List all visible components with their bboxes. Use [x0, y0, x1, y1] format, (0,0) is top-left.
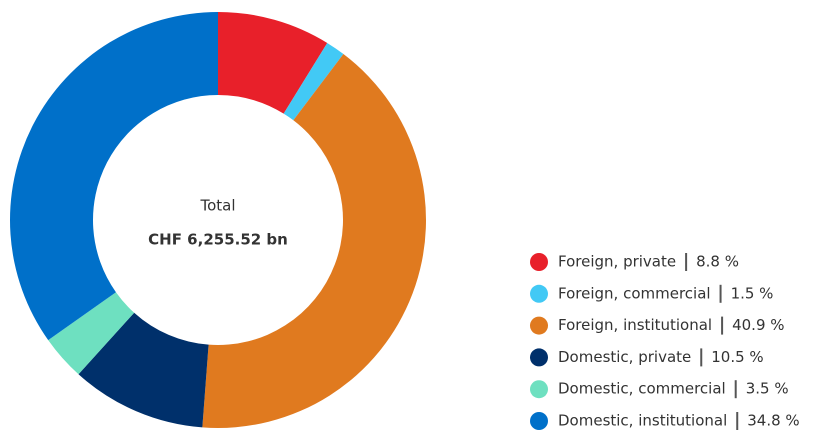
donut-segment: [48, 292, 135, 375]
legend-label: Domestic, commercial: [558, 380, 726, 398]
donut-segment: [218, 12, 328, 114]
donut-segment: [283, 42, 344, 121]
legend-value: 3.5 %: [746, 380, 789, 398]
legend-dot: [530, 284, 548, 303]
donut-segment: [78, 312, 209, 428]
legend-label: Domestic, institutional: [558, 412, 727, 430]
center-value: CHF 6,255.52 bn: [148, 231, 288, 249]
legend-value: 34.8 %: [747, 412, 799, 430]
legend-value: 8.8 %: [696, 253, 739, 271]
legend-dot: [530, 412, 548, 430]
legend-value: 10.5 %: [711, 348, 763, 366]
legend-label: Foreign, private: [558, 253, 676, 271]
legend-label: Foreign, institutional: [558, 316, 712, 334]
legend-dot: [530, 253, 548, 271]
legend-label: Domestic, private: [558, 348, 691, 366]
center-label: Total: [199, 197, 235, 215]
legend-value: 40.9 %: [732, 316, 784, 334]
donut-segment: [9, 12, 219, 341]
legend-dot: [530, 380, 548, 399]
legend-value: 1.5 %: [731, 284, 774, 302]
legend-label: Foreign, commercial: [558, 284, 711, 302]
legend-dot: [530, 348, 548, 367]
legend-dot: [530, 316, 548, 335]
donut-segment: [202, 54, 426, 429]
